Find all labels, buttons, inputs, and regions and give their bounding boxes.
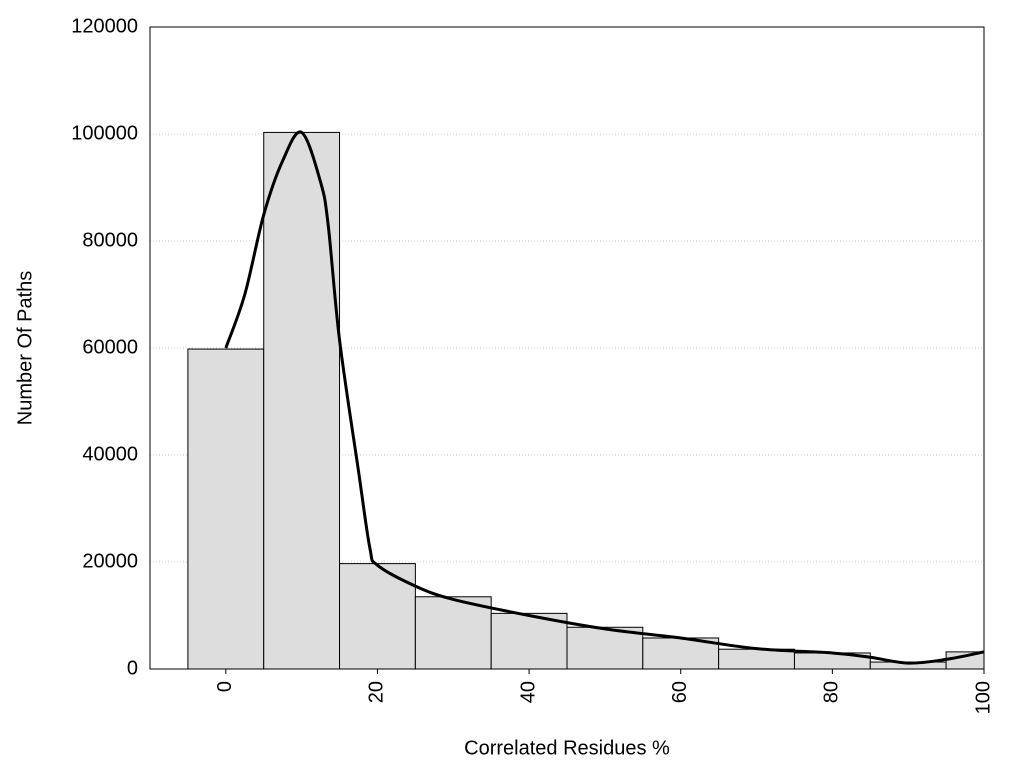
- y-tick-label: 60000: [82, 336, 138, 358]
- x-tick-label: 100: [972, 681, 994, 714]
- x-tick-label: 60: [669, 681, 691, 703]
- x-tick-label: 0: [214, 681, 236, 692]
- bar: [187, 348, 265, 669]
- plot-frame: [149, 26, 985, 670]
- y-tick-label: 20000: [82, 550, 138, 572]
- y-tick-label: 120000: [71, 15, 138, 37]
- bar: [566, 626, 644, 669]
- bar: [339, 563, 416, 669]
- y-tick-label: 40000: [82, 443, 138, 465]
- bar: [414, 596, 492, 669]
- y-axis-label: Number Of Paths: [14, 271, 36, 426]
- plot-area: [187, 130, 984, 669]
- y-tick-label: 100000: [71, 122, 138, 144]
- x-tick-label: 20: [366, 681, 388, 703]
- y-tick-label: 80000: [82, 229, 138, 251]
- bar: [718, 648, 795, 669]
- y-tick-label: 0: [127, 657, 138, 679]
- x-tick-label: 80: [821, 681, 843, 703]
- x-axis-label: Correlated Residues %: [464, 737, 670, 759]
- x-tick-label: 40: [517, 681, 539, 703]
- curve-line: [224, 130, 984, 665]
